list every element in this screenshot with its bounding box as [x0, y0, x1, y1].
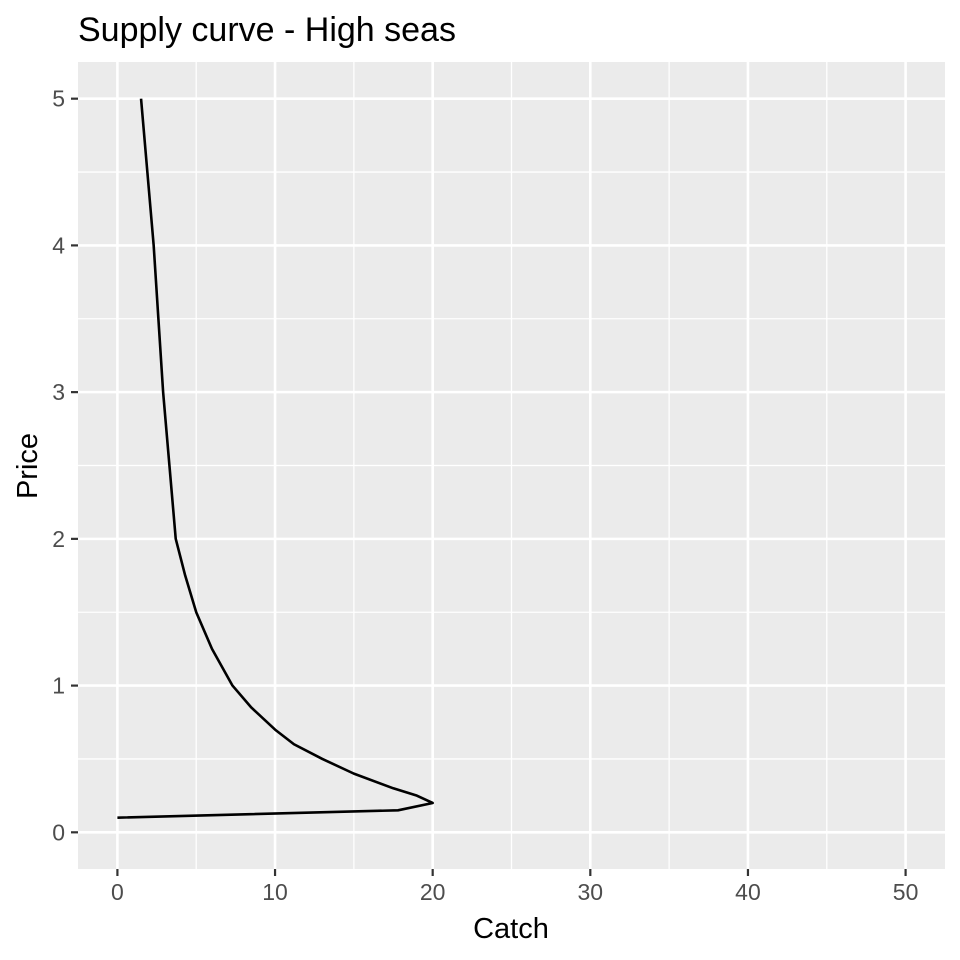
y-tick-label: 4	[52, 232, 65, 258]
x-tick-label: 50	[893, 879, 919, 905]
supply-curve-line	[117, 98, 434, 819]
y-tick-label: 3	[52, 379, 65, 405]
x-tick-label: 30	[578, 879, 604, 905]
y-axis-title: Price	[12, 433, 44, 499]
y-tick-label: 0	[52, 819, 65, 845]
axis-tick-labels: 0 10 20 30 40 50 0 1 2 3 4 5	[52, 86, 918, 905]
y-tick-label: 2	[52, 526, 65, 552]
x-tick-label: 20	[420, 879, 446, 905]
chart-title: Supply curve - High seas	[78, 11, 456, 49]
x-axis-title: Catch	[473, 913, 549, 945]
axis-ticks	[71, 97, 907, 876]
x-tick-label: 10	[262, 879, 288, 905]
x-tick-label: 0	[111, 879, 124, 905]
x-tick-label: 40	[735, 879, 761, 905]
y-tick-label: 5	[52, 86, 65, 112]
y-tick-label: 1	[52, 673, 65, 699]
series-layer	[117, 98, 434, 819]
grid-lines	[78, 62, 945, 869]
